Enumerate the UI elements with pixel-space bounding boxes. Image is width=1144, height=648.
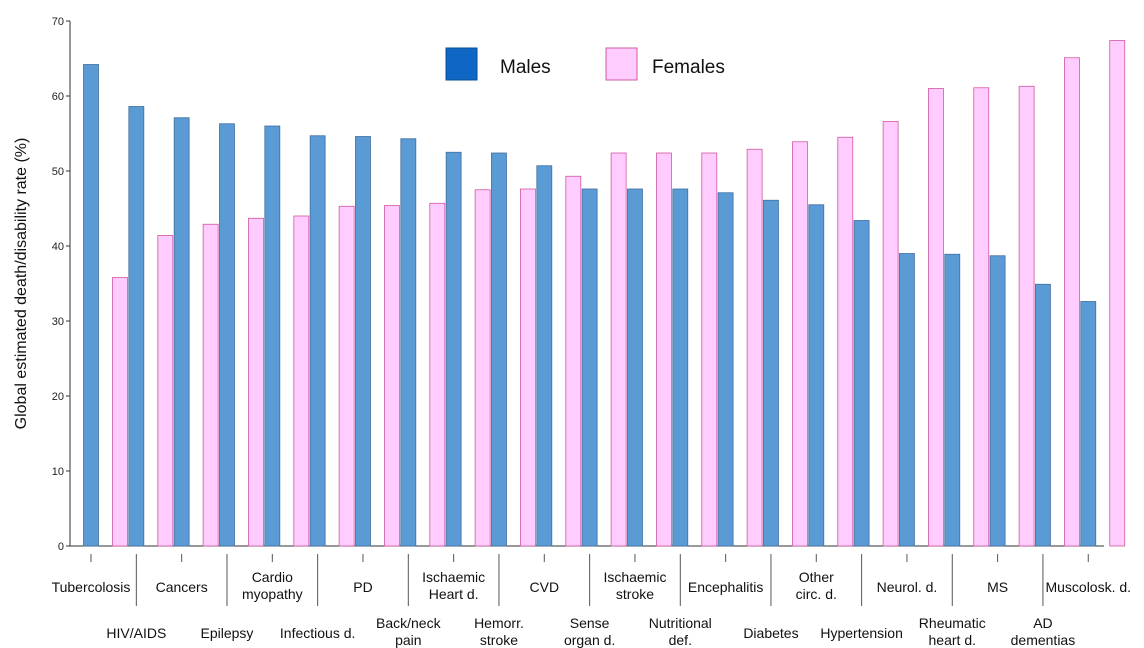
bar-females — [610, 152, 627, 547]
y-tick-label: 30 — [52, 316, 64, 328]
x-tick-label: Epilepsy — [201, 625, 254, 641]
bar-males — [128, 106, 145, 547]
x-tick-label: Ischaemic stroke — [603, 569, 666, 602]
bar-females — [248, 217, 264, 547]
bar-females — [565, 175, 582, 547]
bar-males — [264, 125, 281, 547]
x-tick-label: Ischaemic Heart d. — [422, 569, 485, 602]
x-tick-label: Back/neck pain — [376, 615, 442, 648]
x-tick-label: PD — [353, 579, 372, 595]
bar-males — [763, 199, 779, 547]
x-tick-label: MS — [987, 579, 1008, 595]
y-tick-label: 20 — [52, 391, 64, 403]
x-tick-label: Diabetes — [743, 625, 798, 641]
bar-females — [112, 277, 128, 547]
bar-females — [701, 152, 718, 547]
legend-swatch-males — [445, 47, 478, 81]
bars — [83, 40, 1126, 547]
y-tick-label: 10 — [52, 466, 64, 478]
bar-males — [400, 138, 417, 547]
bar-males — [853, 220, 870, 547]
legend-label-females: Females — [652, 57, 725, 78]
bar-females — [1064, 57, 1080, 547]
bar-females — [202, 223, 219, 547]
x-tick-label: HIV/AIDS — [106, 625, 166, 641]
bar-females — [1018, 85, 1035, 547]
bar-males — [536, 165, 553, 547]
bar-males — [627, 188, 643, 547]
x-tick-label: Neurol. d. — [877, 579, 938, 595]
bar-females — [157, 235, 174, 547]
x-tick-label: Infectious d. — [280, 625, 356, 641]
bar-females — [928, 88, 944, 547]
x-tick-label: Muscolosk. d. — [1045, 579, 1131, 595]
bar-females — [792, 141, 808, 547]
x-tick-label: Hemorr. stroke — [474, 615, 524, 648]
bar-males — [672, 188, 689, 547]
bar-males — [173, 117, 190, 547]
bar-females — [656, 152, 672, 547]
x-tick-label: Other circ. d. — [796, 569, 837, 602]
bar-males — [491, 152, 507, 547]
bar-males — [581, 188, 598, 547]
x-tick-label: CVD — [530, 579, 560, 595]
bar-males — [944, 253, 961, 547]
bar-males — [219, 123, 235, 547]
x-tick-label: Cardio myopathy — [242, 569, 303, 602]
x-tick-label: AD dementias — [1011, 615, 1076, 648]
bar-males — [1035, 283, 1051, 547]
bar-females — [520, 188, 536, 547]
y-tick-label: 0 — [58, 541, 64, 553]
y-tick-label: 60 — [52, 91, 64, 103]
y-tick-label: 70 — [52, 16, 64, 28]
y-axis: 0 10 20 30 40 50 60 70 — [52, 16, 71, 553]
bar-males — [808, 204, 825, 547]
bar-males — [309, 135, 326, 547]
bar-males — [989, 255, 1006, 547]
category-labels: Tubercolosis HIV/AIDS Cancers Epilepsy Cardi… — [52, 554, 1131, 648]
bar-males — [83, 64, 99, 547]
x-tick-label: Rheumatic heart d. — [919, 615, 986, 648]
y-tick-label: 50 — [52, 166, 64, 178]
bar-females — [882, 121, 899, 547]
x-tick-label: Tubercolosis — [52, 579, 131, 595]
bar-males — [445, 151, 462, 547]
legend-label-males: Males — [500, 57, 551, 78]
y-tick-label: 40 — [52, 241, 64, 253]
bar-males — [355, 136, 371, 547]
legend-swatch-females — [605, 47, 638, 81]
legend: Males Females — [445, 47, 725, 81]
bar-males — [717, 192, 734, 547]
x-tick-label: Encephalitis — [688, 579, 764, 595]
bar-females — [429, 202, 446, 547]
x-tick-label: Nutritional def. — [649, 615, 712, 648]
bar-males — [1080, 301, 1097, 547]
bar-females — [293, 215, 310, 547]
bar-females — [474, 189, 491, 547]
x-tick-label: Hypertension — [820, 625, 903, 641]
bar-females — [338, 205, 355, 547]
x-tick-label: Cancers — [156, 579, 208, 595]
x-tick-label: Sense organ d. — [564, 615, 615, 648]
bar-females — [837, 136, 854, 547]
bar-males — [899, 253, 915, 547]
bar-females — [384, 205, 400, 547]
bar-females — [1109, 40, 1126, 547]
y-axis-title: Global estimated death/disability rate (… — [13, 138, 30, 430]
bar-females — [973, 87, 990, 547]
bar-females — [746, 148, 763, 547]
